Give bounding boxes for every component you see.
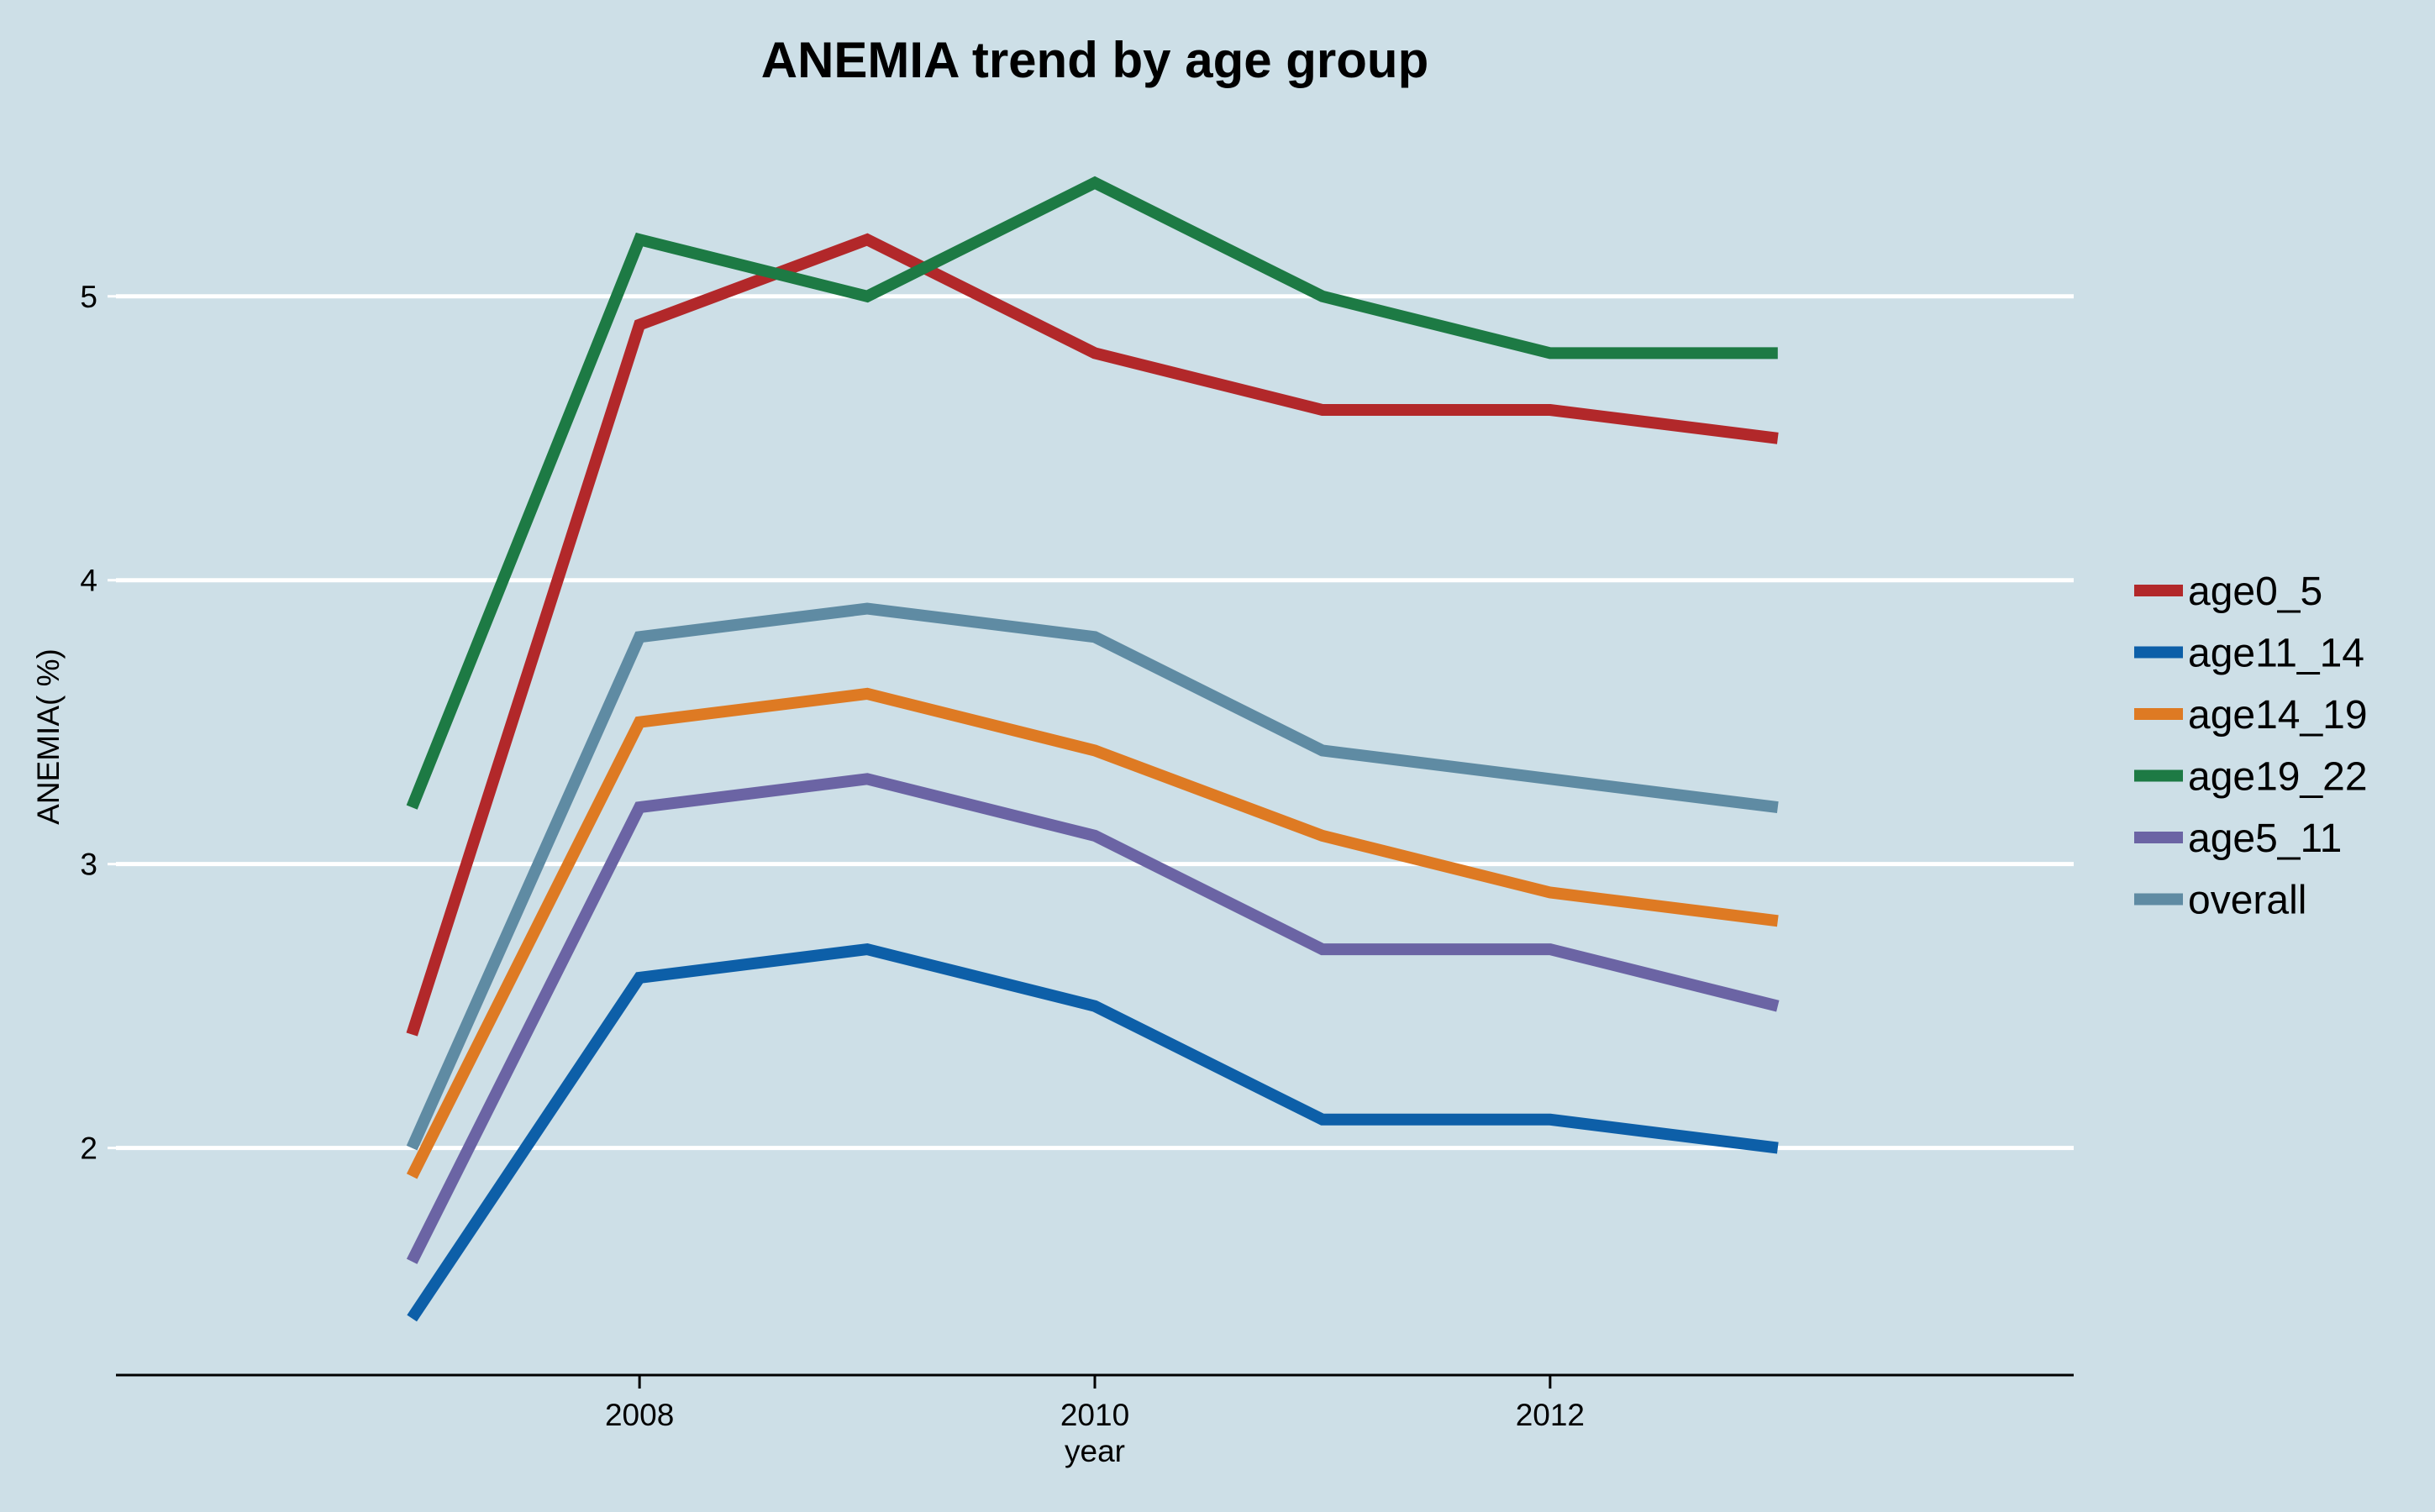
series-line-overall <box>406 602 1779 1151</box>
y-axis-label: ANEMIA( %) <box>31 648 66 825</box>
series-line-age5_11 <box>406 773 1780 1264</box>
x-axis: 2008 2010 2012 <box>116 1373 2074 1432</box>
legend-label-age11_14: age11_14 <box>2188 632 2364 676</box>
series-line-age19_22 <box>406 176 1778 810</box>
legend-label-age14_19: age14_19 <box>2188 693 2368 738</box>
series-line-age0_5 <box>406 233 1779 1037</box>
y-tick-label-3: 3 <box>80 848 97 882</box>
y-tick-label-2: 2 <box>80 1131 97 1166</box>
x-tick-label-2010: 2010 <box>1060 1398 1129 1432</box>
y-tick-label-4: 4 <box>80 564 97 598</box>
x-tick-label-2012: 2012 <box>1516 1398 1585 1432</box>
legend-label-overall: overall <box>2188 879 2306 923</box>
legend-label-age0_5: age0_5 <box>2188 570 2322 614</box>
y-axis-ticks: 2 3 4 5 <box>80 280 116 1166</box>
gridlines <box>116 294 2074 1151</box>
x-axis-label: year <box>1065 1434 1125 1468</box>
legend-label-age5_11: age5_11 <box>2188 816 2342 861</box>
legend: age0_5 age11_14 age14_19 age19_22 age5_11ove… <box>2134 570 2368 923</box>
series-line-age14_19 <box>406 687 1779 1179</box>
series-lines <box>406 176 1780 1322</box>
legend-label-age19_22: age19_22 <box>2188 755 2368 800</box>
series-line-age11_14 <box>407 942 1779 1322</box>
chart-title: ANEMIA trend by age group <box>761 32 1428 88</box>
x-tick-label-2008: 2008 <box>605 1398 674 1432</box>
y-tick-label-5: 5 <box>80 280 97 314</box>
